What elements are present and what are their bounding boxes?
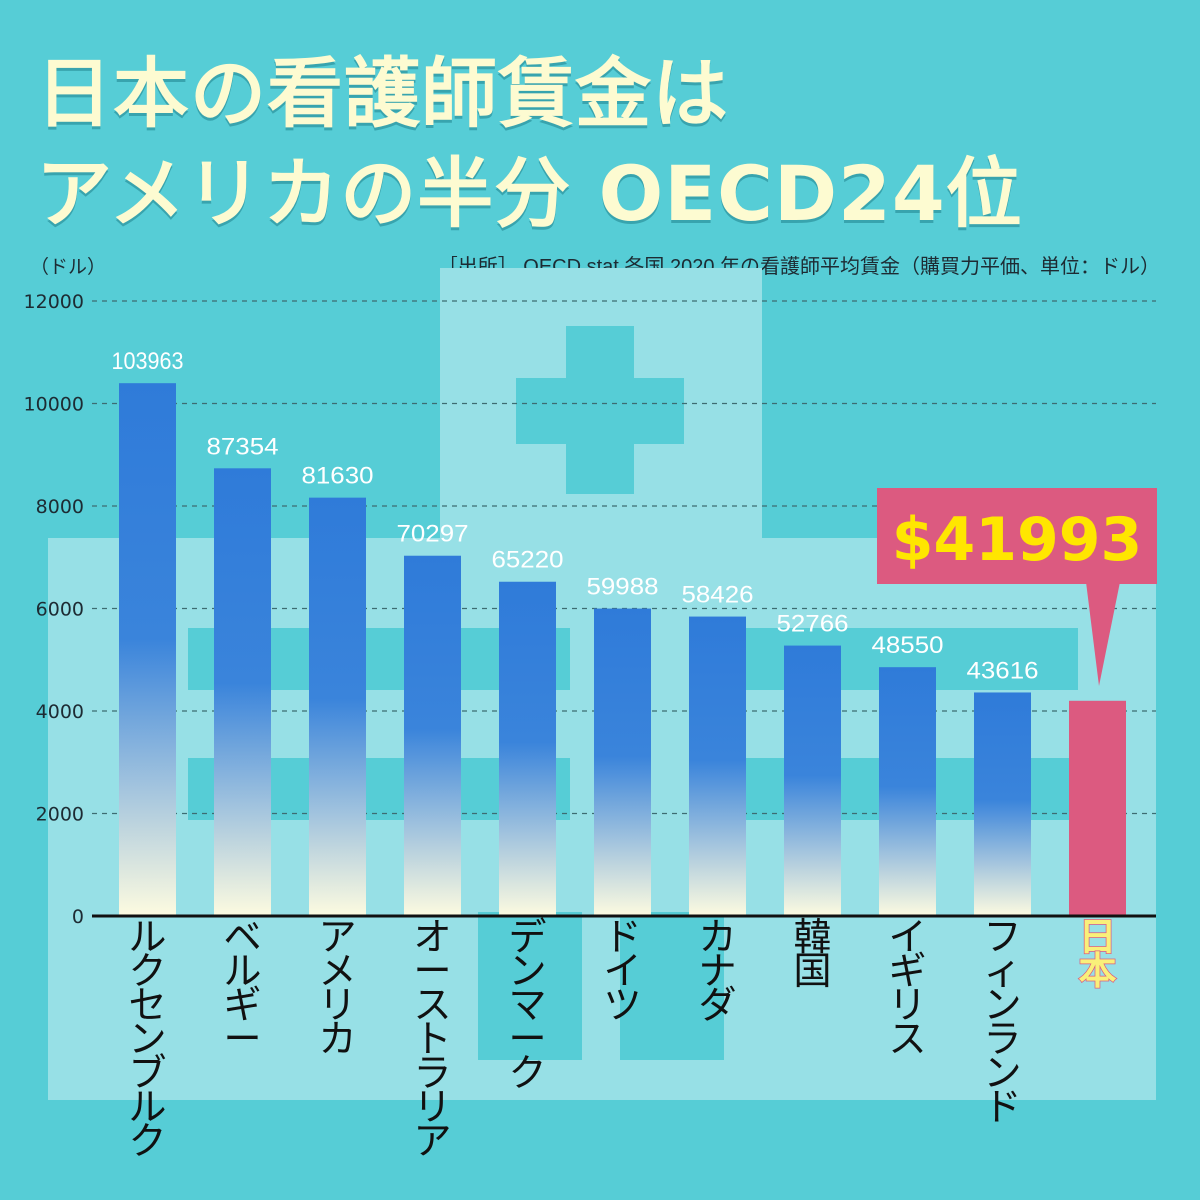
bar [404,555,461,916]
title-line-2: アメリカの半分 OECD24位 [36,149,1023,238]
x-tick-label: イギリス [888,915,926,1061]
x-tick-label: オーストラリア [413,915,451,1163]
y-tick-label: 10000 [24,394,84,416]
data-label: 52766 [777,611,849,638]
bar [214,468,271,916]
bar [784,645,841,916]
data-label: 58426 [682,582,754,609]
y-tick-label: 2000 [36,804,84,826]
japan-callout: $41993 [877,488,1157,686]
x-tick-label: ベルギー [223,915,261,1061]
y-tick-label: 12000 [24,291,84,313]
data-label: 103963 [112,348,184,375]
x-tick-label: ドイツ [603,915,641,1027]
y-tick-label: 0 [72,906,84,928]
bar [879,667,936,916]
bar [309,497,366,916]
x-tick-label: 韓国 [793,915,831,993]
data-label: 87354 [207,433,279,460]
data-label: 59988 [587,574,659,601]
bar [594,608,651,916]
callout-pointer [1086,582,1120,686]
data-label: 65220 [492,547,564,574]
bar [499,581,556,916]
y-tick-label: 4000 [36,701,84,723]
x-tick-label: カナダ [698,915,736,1027]
callout-text: $41993 [892,505,1143,575]
title-line-1: 日本の看護師賃金は [36,49,729,138]
data-labels: 103963 87354 81630 70297 65220 59988 58426 5276… [112,348,1039,684]
bar [974,692,1031,916]
bar [119,383,176,916]
x-axis-labels: ルクセンブルク ベルギー アメリカ オーストラリア デンマーク ドイツ カナダ 韓国 イギリス フ… [128,914,1117,1163]
data-label: 70297 [397,521,469,548]
x-tick-label: ルクセンブルク [128,915,166,1163]
data-label: 81630 [302,463,374,490]
y-tick-label: 8000 [36,496,84,518]
callout-box [877,488,1157,584]
data-label: 43616 [967,657,1039,684]
x-tick-label: 日本 [1078,915,1116,993]
data-label: 48550 [872,632,944,659]
x-tick-label: デンマーク [508,915,546,1095]
y-axis-ticks: 12000 10000 8000 6000 4000 2000 0 [24,291,84,928]
y-tick-label: 6000 [36,599,84,621]
bar [689,616,746,916]
x-tick-label: フィンランド [983,915,1021,1129]
chart-title: 日本の看護師賃金は アメリカの半分 OECD24位 [36,44,1023,244]
bar [1069,700,1126,916]
bars [119,383,1126,916]
y-axis-label: （ドル） [30,256,106,278]
x-tick-label: アメリカ [318,915,356,1061]
